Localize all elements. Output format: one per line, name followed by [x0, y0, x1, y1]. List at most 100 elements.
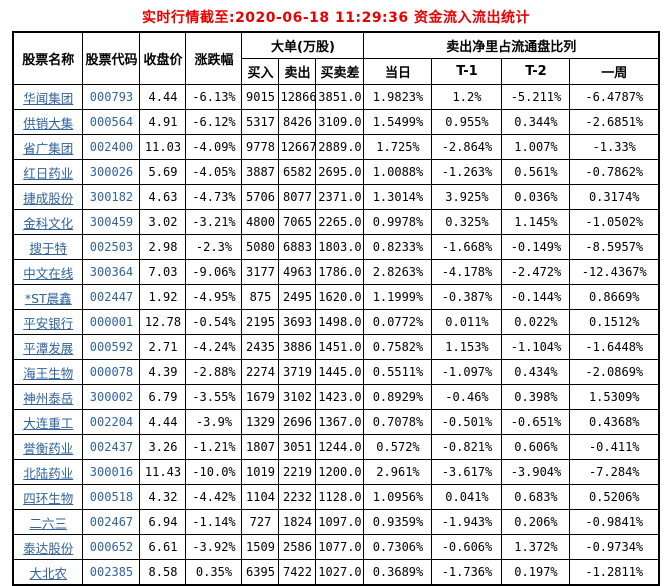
- sell-volume-cell: 3693: [278, 309, 317, 335]
- stock-code-link[interactable]: 300002: [82, 384, 141, 410]
- ratio-t1-cell: -0.606%: [431, 534, 503, 560]
- stock-name-link[interactable]: 平潭发展: [12, 334, 84, 360]
- ratio-today-cell: 0.3689%: [363, 559, 433, 586]
- col-header-t-minus-1: T-1: [431, 58, 503, 85]
- change-pct-cell: -10.0%: [185, 459, 243, 485]
- buy-sell-diff-cell: 1620.0: [315, 284, 365, 310]
- stock-code-link[interactable]: 300026: [82, 159, 141, 185]
- ratio-t2-cell: 0.197%: [501, 559, 571, 586]
- stock-flow-table: 股票名称 股票代码 收盘价 涨跌幅 大单(万股) 卖出净里占流通盘比列 买入 卖…: [11, 31, 660, 586]
- close-price-cell: 11.43: [139, 459, 187, 485]
- stock-name-link[interactable]: 中文在线: [12, 259, 84, 285]
- ratio-t2-cell: -0.149%: [501, 234, 571, 260]
- stock-code-link[interactable]: 300364: [82, 259, 141, 285]
- stock-name-link[interactable]: 捷成股份: [12, 184, 84, 210]
- close-price-cell: 7.03: [139, 259, 187, 285]
- ratio-week-cell: 0.3174%: [569, 184, 660, 210]
- stock-code-link[interactable]: 000518: [82, 484, 141, 510]
- ratio-today-cell: 0.0772%: [363, 309, 433, 335]
- buy-sell-diff-cell: 2371.0: [315, 184, 365, 210]
- sell-volume-cell: 4963: [278, 259, 317, 285]
- stock-name-link[interactable]: 省广集团: [12, 134, 84, 160]
- stock-code-link[interactable]: 300016: [82, 459, 141, 485]
- stock-name-link[interactable]: 神州泰岳: [12, 384, 84, 410]
- stock-code-link[interactable]: 000793: [82, 84, 141, 110]
- buy-sell-diff-cell: 2695.0: [315, 159, 365, 185]
- stock-code-link[interactable]: 000564: [82, 109, 141, 135]
- ratio-t1-cell: -0.387%: [431, 284, 503, 310]
- change-pct-cell: -1.21%: [185, 434, 243, 460]
- ratio-today-cell: 0.572%: [363, 434, 433, 460]
- ratio-t1-cell: -3.617%: [431, 459, 503, 485]
- close-price-cell: 5.69: [139, 159, 187, 185]
- ratio-t1-cell: -4.178%: [431, 259, 503, 285]
- stock-name-link[interactable]: 海王生物: [12, 359, 84, 385]
- ratio-t1-cell: -0.46%: [431, 384, 503, 410]
- header-row-subcolumns: 买入 卖出 买卖差 当日 T-1 T-2 一周: [13, 58, 660, 85]
- stock-code-link[interactable]: 300182: [82, 184, 141, 210]
- change-pct-cell: -3.55%: [185, 384, 243, 410]
- buy-sell-diff-cell: 1786.0: [315, 259, 365, 285]
- close-price-cell: 3.26: [139, 434, 187, 460]
- ratio-today-cell: 1.0088%: [363, 159, 433, 185]
- ratio-t2-cell: 0.398%: [501, 384, 571, 410]
- stock-name-link[interactable]: 二六三: [12, 509, 84, 535]
- table-row: 供销大集 000564 4.91 -6.12% 5317 8426 3109.0 1.5499…: [12, 109, 660, 135]
- stock-name-link[interactable]: 大连重工: [12, 409, 84, 435]
- buy-volume-cell: 2274: [241, 359, 280, 385]
- buy-volume-cell: 3887: [241, 159, 280, 185]
- stock-code-link[interactable]: 002447: [82, 284, 141, 310]
- buy-sell-diff-cell: 1445.0: [315, 359, 365, 385]
- sell-volume-cell: 6883: [278, 234, 317, 260]
- ratio-today-cell: 0.7582%: [363, 334, 433, 360]
- stock-code-link[interactable]: 000001: [82, 309, 141, 335]
- ratio-t2-cell: 0.434%: [501, 359, 571, 385]
- ratio-t1-cell: -1.736%: [431, 559, 503, 586]
- buy-volume-cell: 5317: [241, 109, 280, 135]
- stock-name-link[interactable]: 四环生物: [12, 484, 84, 510]
- change-pct-cell: -4.95%: [185, 284, 243, 310]
- stock-code-link[interactable]: 000592: [82, 334, 141, 360]
- stock-name-link[interactable]: 平安银行: [12, 309, 84, 335]
- stock-name-link[interactable]: 大北农: [12, 559, 84, 586]
- close-price-cell: 12.78: [139, 309, 187, 335]
- sell-volume-cell: 3051: [278, 434, 317, 460]
- change-pct-cell: -6.12%: [185, 109, 243, 135]
- stock-name-link[interactable]: 誉衡药业: [12, 434, 84, 460]
- stock-code-link[interactable]: 000652: [82, 534, 141, 560]
- stock-name-link[interactable]: 红日药业: [12, 159, 84, 185]
- stock-code-link[interactable]: 002437: [82, 434, 141, 460]
- buy-volume-cell: 875: [241, 284, 280, 310]
- close-price-cell: 4.39: [139, 359, 187, 385]
- change-pct-cell: -9.06%: [185, 259, 243, 285]
- change-pct-cell: -0.54%: [185, 309, 243, 335]
- ratio-t2-cell: -5.211%: [501, 84, 571, 110]
- change-pct-cell: -3.21%: [185, 209, 243, 235]
- change-pct-cell: -6.13%: [185, 84, 243, 110]
- ratio-week-cell: -0.411%: [569, 434, 660, 460]
- stock-code-link[interactable]: 002503: [82, 234, 141, 260]
- sell-volume-cell: 7065: [278, 209, 317, 235]
- stock-name-link[interactable]: 华闻集团: [12, 84, 84, 110]
- buy-volume-cell: 9015: [241, 84, 280, 110]
- stock-code-link[interactable]: 002400: [82, 134, 141, 160]
- stock-code-link[interactable]: 300459: [82, 209, 141, 235]
- stock-name-link[interactable]: 搜于特: [12, 234, 84, 260]
- stock-name-link[interactable]: 金科文化: [12, 209, 84, 235]
- ratio-week-cell: -7.284%: [569, 459, 660, 485]
- ratio-today-cell: 1.725%: [363, 134, 433, 160]
- stock-name-link[interactable]: 北陆药业: [12, 459, 84, 485]
- ratio-t1-cell: 0.041%: [431, 484, 503, 510]
- stock-code-link[interactable]: 002204: [82, 409, 141, 435]
- stock-name-link[interactable]: *ST晨鑫: [12, 284, 84, 310]
- stock-code-link[interactable]: 002385: [82, 559, 141, 586]
- table-row: 二六三 002467 6.94 -1.14% 727 1824 1097.0 0.9359% -…: [12, 509, 660, 535]
- buy-volume-cell: 1019: [241, 459, 280, 485]
- stock-name-link[interactable]: 供销大集: [12, 109, 84, 135]
- change-pct-cell: -4.05%: [185, 159, 243, 185]
- col-header-today: 当日: [363, 58, 433, 85]
- stock-name-link[interactable]: 泰达股份: [12, 534, 84, 560]
- stock-code-link[interactable]: 000078: [82, 359, 141, 385]
- stock-code-link[interactable]: 002467: [82, 509, 141, 535]
